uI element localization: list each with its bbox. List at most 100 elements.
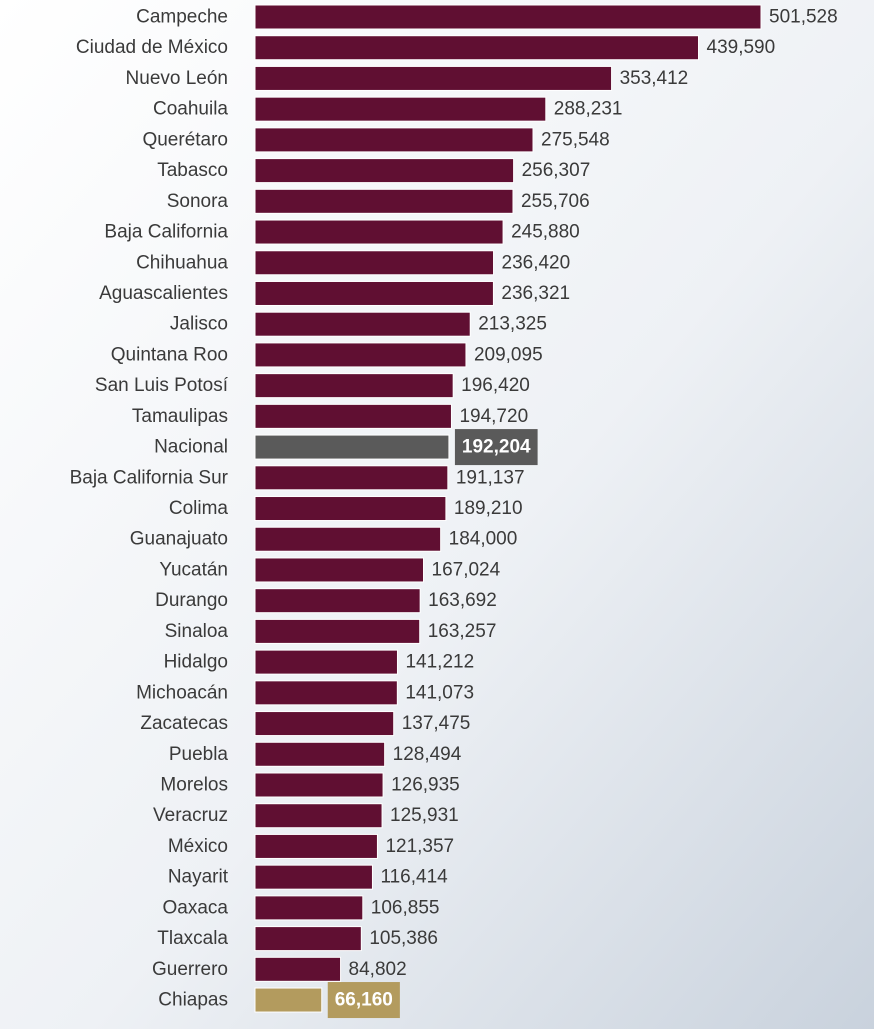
value-label: 255,706 [521,191,590,212]
bar [254,557,425,583]
value-label: 121,357 [385,836,454,857]
bar [254,403,452,429]
bar [254,833,378,859]
bar [254,65,613,91]
category-label: Durango [155,590,228,611]
category-label: Hidalgo [164,652,228,673]
bar [254,618,421,644]
value-label: 256,307 [522,160,591,181]
category-label: Aguascalientes [99,283,228,304]
category-label: Nuevo León [126,68,228,89]
category-label: Puebla [169,744,229,765]
bar [254,434,450,460]
category-label: Ciudad de México [76,37,228,58]
bar [254,127,534,153]
category-label: Nayarit [168,867,229,888]
bar [254,956,342,982]
bar [254,741,386,767]
bar [254,280,494,306]
bar [254,803,383,829]
value-label: 66,160 [335,990,393,1011]
bar [254,96,547,122]
value-label: 128,494 [393,744,462,765]
bar [254,649,398,675]
value-label: 213,325 [478,314,547,335]
bar [254,864,373,890]
bar [254,588,421,614]
value-label: 184,000 [449,529,518,550]
category-label: Coahuila [153,99,228,120]
value-label: 353,412 [620,68,689,89]
category-label: Tabasco [157,160,228,181]
value-label: 163,692 [428,590,497,611]
category-label: Tlaxcala [157,928,228,949]
bar [254,311,471,337]
category-label: Sonora [167,191,229,212]
value-label: 126,935 [391,775,460,796]
category-label: Chihuahua [136,252,228,273]
value-label: 167,024 [432,559,501,580]
category-label: Querétaro [142,129,228,150]
category-label: México [168,836,228,857]
bar [254,465,449,491]
bar [254,4,762,30]
category-label: Tamaulipas [132,406,228,427]
value-label-box [327,982,400,1019]
category-label: Quintana Roo [111,344,228,365]
value-label: 106,855 [371,897,440,918]
value-label: 84,802 [349,959,407,980]
category-label: Campeche [136,7,228,28]
bar [254,526,442,552]
value-label: 236,321 [501,283,570,304]
category-label: Oaxaca [163,897,229,918]
value-label: 163,257 [428,621,497,642]
category-label: Morelos [160,775,228,796]
bar [254,250,495,276]
value-label: 439,590 [707,37,776,58]
bar [254,711,395,737]
value-label: 501,528 [769,7,838,28]
category-label: Zacatecas [140,713,228,734]
bar [254,680,398,706]
category-label: Baja California [104,222,228,243]
value-label: 196,420 [461,375,530,396]
bar [254,895,364,921]
bar [254,987,323,1013]
category-label: Baja California Sur [70,467,229,488]
bar [254,342,467,368]
value-label: 141,212 [405,652,474,673]
bar [254,219,504,245]
value-label-box [454,429,538,466]
category-label: Nacional [154,437,228,458]
value-label: 194,720 [459,406,528,427]
bar [254,772,384,798]
category-label: Jalisco [170,314,228,335]
bar [254,35,700,61]
value-label: 209,095 [474,344,543,365]
category-label: Sinaloa [165,621,229,642]
category-label: Veracruz [153,805,228,826]
category-label: San Luis Potosí [95,375,229,396]
value-label: 125,931 [390,805,459,826]
value-label: 137,475 [402,713,471,734]
category-label: Chiapas [158,990,228,1011]
value-label: 245,880 [511,222,580,243]
category-label: Guanajuato [130,529,228,550]
value-label: 275,548 [541,129,610,150]
value-label: 192,204 [462,437,531,458]
bar [254,188,514,214]
bar [254,373,454,399]
value-label: 141,073 [405,682,474,703]
category-label: Michoacán [136,682,228,703]
value-label: 191,137 [456,467,525,488]
value-label: 236,420 [502,252,571,273]
bar [254,158,515,184]
category-label: Guerrero [152,959,228,980]
category-label: Yucatán [159,559,228,580]
value-label: 116,414 [380,867,448,888]
value-label: 288,231 [554,99,623,120]
bar [254,496,447,522]
category-label: Colima [169,498,229,519]
bar [254,926,362,952]
